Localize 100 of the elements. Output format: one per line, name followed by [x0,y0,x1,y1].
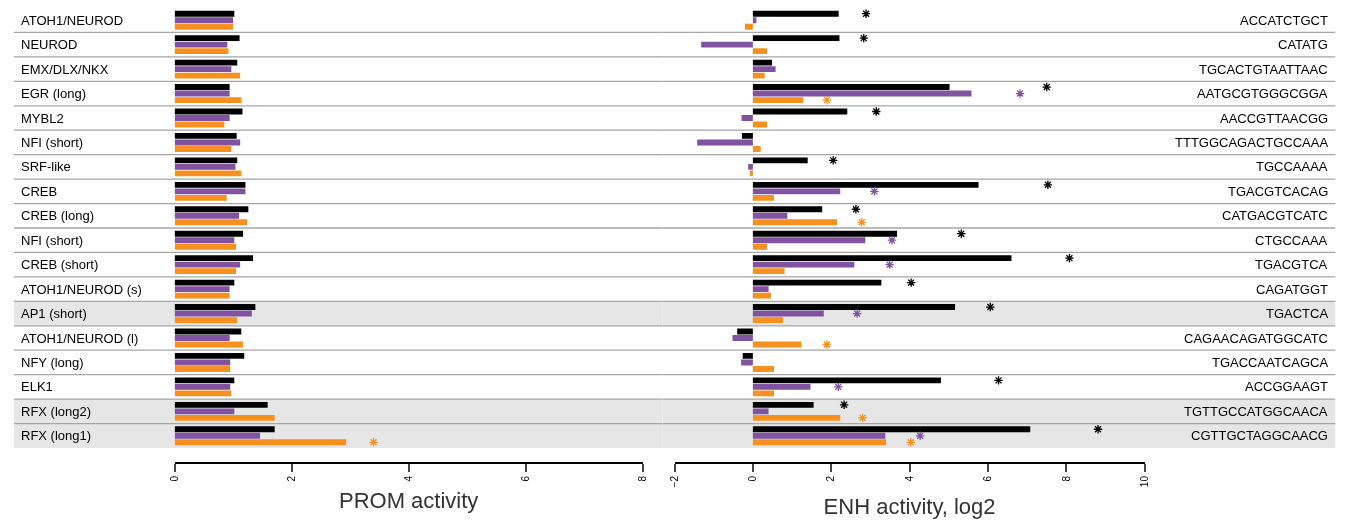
bar [752,390,775,397]
bar [752,432,886,439]
y-tick-label: EGR (long) [21,86,87,101]
bar [174,286,230,293]
bar [752,401,814,408]
y2-tick-label: CATATG [1278,37,1328,52]
bar [174,261,241,268]
bar [174,84,230,90]
bar [174,414,275,421]
bar [752,286,769,293]
bar [174,97,242,104]
y-tick-label: ATOH1/NEUROD (s) [21,282,142,297]
y-tick-label: SRF-like [21,159,71,174]
bar [748,163,753,170]
bar [701,41,753,48]
y2-tick-label: TGACCAATCAGCA [1212,355,1329,370]
bar [741,115,753,121]
bar [174,390,232,397]
y-tick-label: RFX (long2) [21,404,92,419]
y-tick-label: NFI (short) [21,135,84,150]
bar [752,157,808,164]
bar [174,383,231,390]
bar [174,35,240,42]
x-axis-title: PROM activity [339,487,479,513]
y-tick-label: ELK1 [21,379,53,394]
bar [174,10,235,17]
bar [174,66,232,73]
bar [174,439,347,446]
bar [174,401,268,408]
bar [752,243,767,250]
bar [742,352,753,359]
bar [752,35,840,42]
x-tick-label: 6 [982,475,994,482]
y2-tick-label: AACCGTTAACGG [1220,111,1329,126]
bar [174,181,246,188]
bar [174,219,248,226]
y2-tick-label: TGACTCA [1266,306,1329,321]
bar [174,146,232,152]
bar [174,255,254,262]
bar [752,261,855,268]
bar [174,335,230,341]
x-tick-label: 8 [637,475,649,482]
y2-tick-label: TGTTGCCATGGCAACA [1184,404,1328,419]
y-tick-label: NEUROD [21,37,78,52]
bar [174,115,230,121]
bar [752,317,784,324]
bar [752,146,761,152]
bar [752,255,1012,262]
bar [752,426,1031,433]
bar [174,23,234,30]
y2-tick-label: TGACGTCACAG [1228,184,1329,199]
bar [174,426,275,433]
bar [752,279,882,286]
y2-tick-label: TGCCAAAA [1256,159,1328,174]
y-tick-label: NFY (long) [21,355,84,370]
bar [752,304,956,310]
y2-tick-label: CAGAACAGATGGCATC [1184,331,1328,346]
bar [752,212,788,219]
x-tick-label: −2 [668,475,680,488]
bar [174,292,230,299]
bar [752,268,785,275]
bar [174,194,227,201]
bar [752,84,950,90]
x-tick-label: 2 [825,475,837,482]
bar [174,432,261,439]
x-tick-label: 4 [402,475,414,482]
bar [752,10,839,17]
bar [752,377,941,384]
bar [174,48,229,55]
y2-tick-label: ACCGGAAGT [1245,379,1329,394]
y-tick-label: ATOH1/NEUROD [21,13,124,28]
bar [174,59,238,66]
bar [174,17,234,24]
bar [752,181,979,188]
bar [752,439,887,446]
bar [174,366,231,372]
y2-tick-label: TGCACTGTAATTAAC [1199,62,1328,77]
bar [174,230,244,237]
bar [752,230,898,237]
bar [174,206,249,213]
bar [741,132,753,139]
bar [752,48,767,55]
bar [752,97,804,104]
bar [174,352,245,359]
bar [752,292,771,299]
bar [174,304,256,310]
x-tick-label: 6 [519,475,531,482]
bar [752,366,775,372]
y-tick-label: CREB (long) [21,208,94,223]
x-tick-label: 4 [903,475,915,482]
y2-tick-label: CGTTGCTAGGCAACG [1191,428,1328,443]
bar [174,243,237,250]
bar [174,317,238,324]
y-tick-label: MYBL2 [21,111,64,126]
bar [174,41,228,48]
y-tick-label: NFI (short) [21,233,84,248]
y2-tick-label: TGACGTCA [1255,257,1328,272]
bar [752,408,769,415]
bar [752,206,823,213]
bar [174,408,235,415]
